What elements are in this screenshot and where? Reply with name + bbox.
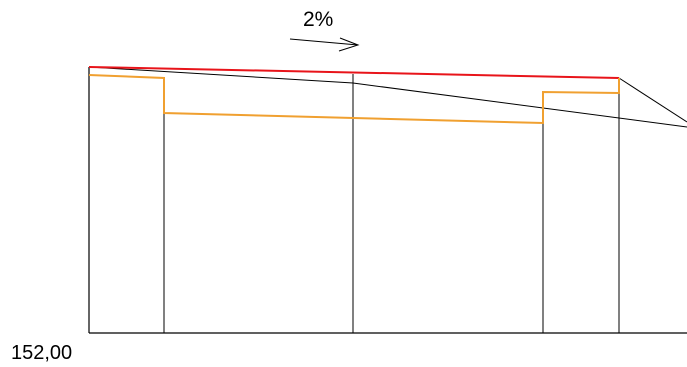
reference-level-label: 152,00 [11, 342, 72, 364]
top-edge-red-line [88, 66, 620, 79]
overhang-slope-line [618, 77, 687, 123]
slope-label: 2% [303, 8, 333, 31]
slope-arrow-icon [289, 37, 360, 52]
inner-profile-orange-line [88, 74, 620, 125]
underside-slope-line [88, 66, 687, 128]
